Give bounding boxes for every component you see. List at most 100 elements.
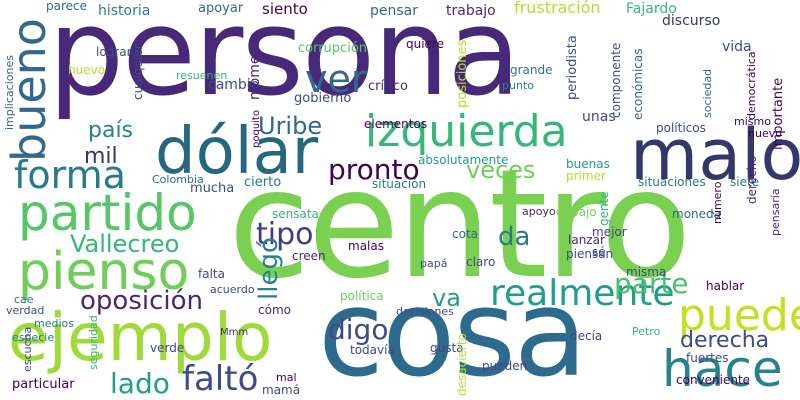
word-piensan: piensan bbox=[566, 247, 614, 261]
word-mmm: Mmm bbox=[220, 327, 249, 338]
word-sociedad: sociedad bbox=[701, 68, 714, 118]
word-llego: llegó bbox=[254, 237, 284, 300]
word-componente: componente bbox=[609, 42, 623, 118]
word-lanzar: lanzar bbox=[568, 233, 605, 247]
word-trabajo: trabajo bbox=[446, 3, 496, 19]
word-gobierno: gobierno bbox=[294, 91, 352, 106]
word-uribe: Uribe bbox=[258, 112, 323, 140]
word-politica: política bbox=[340, 289, 384, 303]
word-da: da bbox=[498, 222, 531, 252]
word-puede: puede bbox=[678, 290, 800, 341]
word-numero: número bbox=[711, 181, 724, 224]
word-dolar: dólar bbox=[155, 115, 319, 189]
word-elementos: elementos bbox=[364, 117, 428, 131]
word-digo: digo bbox=[328, 313, 389, 346]
word-posiciones: posiciones bbox=[455, 39, 470, 108]
word-centro: centro bbox=[228, 138, 692, 312]
word-situaciones: situaciones bbox=[638, 175, 706, 189]
word-pienso: pienso bbox=[18, 242, 190, 302]
word-conveniente: conveniente bbox=[676, 373, 751, 387]
word-primer: primer bbox=[566, 169, 606, 183]
word-poquito: poquito bbox=[251, 110, 262, 148]
word-grande: grande bbox=[510, 63, 553, 77]
word-desacierto: desacierto bbox=[455, 333, 469, 396]
word-sensata: sensata bbox=[272, 207, 319, 221]
word-se: sé bbox=[592, 245, 606, 259]
word-seguridad: seguridad bbox=[87, 315, 100, 370]
word-debajo: debajo bbox=[556, 205, 597, 219]
word-derecho: derecho bbox=[745, 155, 759, 204]
word-lado: lado bbox=[110, 367, 170, 400]
word-verdad: verdad bbox=[6, 304, 45, 317]
word-pais: país bbox=[88, 118, 134, 143]
word-unas: unas bbox=[582, 109, 616, 125]
word-cosa: cosa bbox=[318, 265, 587, 400]
word-particular: particular bbox=[12, 377, 75, 392]
word-discurso: discurso bbox=[662, 13, 721, 29]
word-gusta: gusta bbox=[430, 341, 464, 355]
word-corrupcion: corrupción bbox=[298, 41, 368, 56]
word-hace: hace bbox=[662, 340, 783, 398]
word-mal: mal bbox=[276, 371, 297, 384]
word-huevo: huevo bbox=[68, 63, 106, 77]
word-todavia: todavía bbox=[350, 343, 395, 357]
word-falto: faltó bbox=[182, 359, 259, 399]
word-cierto: cierto bbox=[244, 175, 282, 190]
word-pensaria: pensaría bbox=[769, 188, 782, 236]
word-parte: parte bbox=[614, 267, 689, 300]
word-democratica: democrática bbox=[745, 51, 758, 120]
word-momento: momento bbox=[247, 32, 263, 100]
word-claro: claro bbox=[466, 255, 496, 269]
word-creen: creen bbox=[292, 249, 326, 263]
word-papa: papá bbox=[420, 257, 448, 270]
word-hablar: hablar bbox=[706, 279, 745, 293]
word-especie: especie bbox=[12, 331, 55, 344]
word-periodista: periodista bbox=[565, 35, 580, 100]
word-cambio: cambio bbox=[208, 77, 260, 93]
word-gente: gente bbox=[597, 191, 611, 226]
word-petro: Petro bbox=[632, 325, 661, 338]
word-veces: veces bbox=[466, 156, 536, 184]
word-absolutamente: absolutamente bbox=[418, 153, 509, 167]
word-punto: punto bbox=[502, 79, 534, 92]
word-fajardo: Fajardo bbox=[626, 1, 677, 17]
word-resuenen: resuenen bbox=[176, 69, 228, 82]
word-tipo: tipo bbox=[256, 217, 314, 252]
word-medios: medios bbox=[34, 317, 74, 330]
word-derecha: derecha bbox=[680, 328, 770, 353]
word-pueden: pueden bbox=[482, 359, 528, 373]
word-mama: mamá bbox=[262, 383, 301, 397]
word-vallecreo: Vallecreo bbox=[70, 230, 180, 258]
word-forma: forma bbox=[14, 153, 126, 197]
word-realmente: realmente bbox=[490, 273, 675, 314]
word-lograr: lograr bbox=[96, 45, 132, 59]
word-partido: partido bbox=[18, 184, 197, 242]
word-mil: mil bbox=[84, 144, 118, 169]
word-persona: persona bbox=[48, 0, 521, 123]
word-misma: misma bbox=[626, 265, 667, 279]
word-historia: historia bbox=[98, 3, 151, 19]
word-decisiones: decisiones bbox=[396, 305, 454, 318]
word-buenas: buenas bbox=[566, 157, 610, 171]
word-quiere: quiere bbox=[406, 37, 444, 51]
word-falta: falta bbox=[198, 267, 225, 281]
word-ejemplo: ejemplo bbox=[8, 299, 273, 376]
word-colombia: Colombia bbox=[152, 173, 204, 186]
word-verde: verde bbox=[150, 341, 185, 355]
word-malas: malas bbox=[348, 239, 384, 253]
word-apoyar: apoyar bbox=[198, 1, 244, 16]
word-cualquier: cualquier bbox=[131, 44, 145, 100]
word-pronto: pronto bbox=[328, 153, 420, 186]
word-cae: cae bbox=[14, 293, 34, 306]
word-mismo: mismo bbox=[734, 115, 771, 128]
word-decia: decía bbox=[570, 329, 603, 343]
word-mejor: mejor bbox=[592, 225, 627, 239]
word-apoyo: apoyo bbox=[522, 205, 556, 218]
word-frustracion: frustración bbox=[514, 0, 601, 17]
word-critico: crítico bbox=[368, 79, 408, 94]
word-pensar: pensar bbox=[370, 3, 419, 19]
word-vida: vida bbox=[722, 39, 752, 55]
word-mucha: mucha bbox=[190, 181, 235, 196]
word-como: cómo bbox=[258, 303, 291, 317]
